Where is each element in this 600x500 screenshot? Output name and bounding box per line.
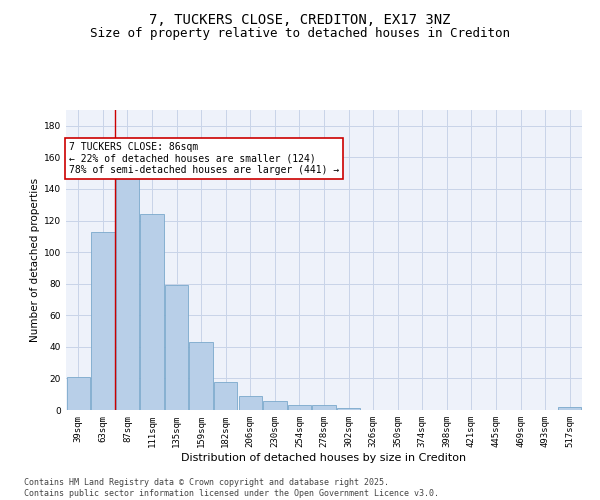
- Bar: [313, 406, 335, 410]
- Y-axis label: Number of detached properties: Number of detached properties: [30, 178, 40, 342]
- Bar: [165, 286, 188, 410]
- Text: Size of property relative to detached houses in Crediton: Size of property relative to detached ho…: [90, 28, 510, 40]
- Text: Contains HM Land Registry data © Crown copyright and database right 2025.
Contai: Contains HM Land Registry data © Crown c…: [24, 478, 439, 498]
- Bar: [239, 396, 262, 410]
- Text: 7 TUCKERS CLOSE: 86sqm
← 22% of detached houses are smaller (124)
78% of semi-de: 7 TUCKERS CLOSE: 86sqm ← 22% of detached…: [68, 142, 339, 174]
- Bar: [140, 214, 164, 410]
- Bar: [116, 173, 139, 410]
- Bar: [558, 407, 581, 410]
- Bar: [263, 400, 287, 410]
- Bar: [190, 342, 213, 410]
- Bar: [67, 377, 90, 410]
- Text: 7, TUCKERS CLOSE, CREDITON, EX17 3NZ: 7, TUCKERS CLOSE, CREDITON, EX17 3NZ: [149, 12, 451, 26]
- Bar: [91, 232, 115, 410]
- Bar: [337, 408, 360, 410]
- Bar: [214, 382, 238, 410]
- Bar: [288, 406, 311, 410]
- X-axis label: Distribution of detached houses by size in Crediton: Distribution of detached houses by size …: [181, 452, 467, 462]
